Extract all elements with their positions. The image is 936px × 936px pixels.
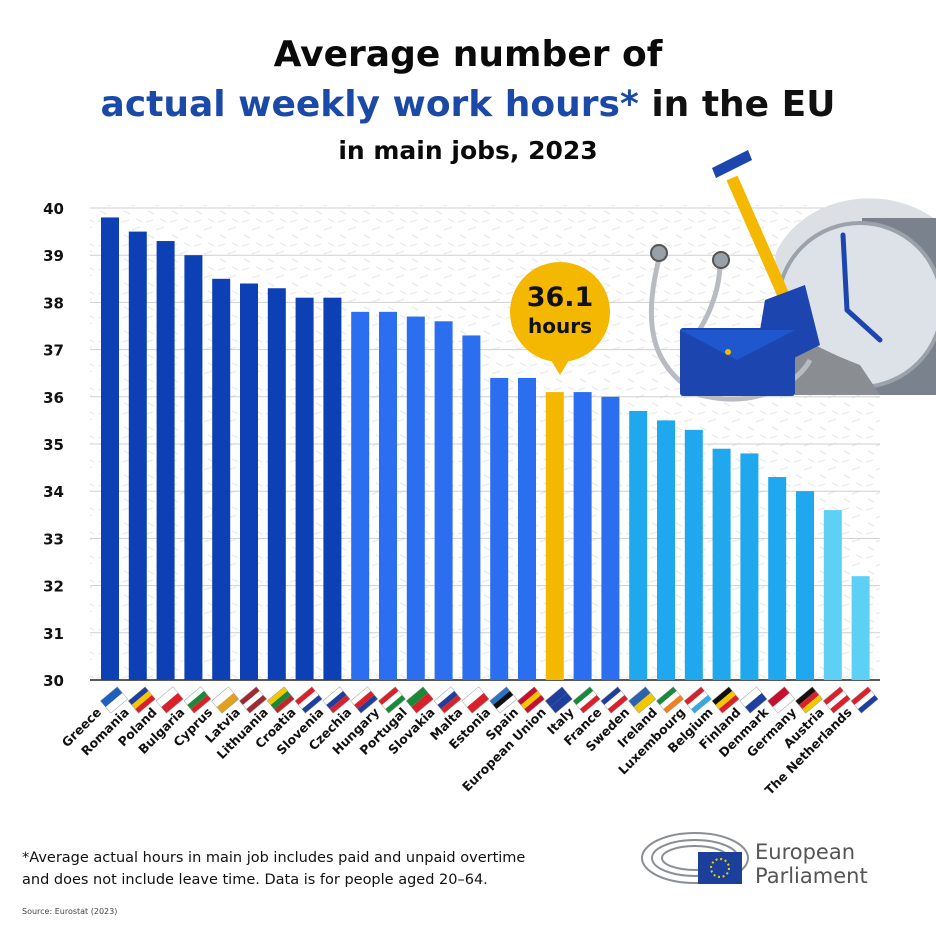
y-tick-label: 40 — [43, 200, 64, 218]
flag-icon — [378, 686, 406, 714]
bar-belgium — [712, 448, 731, 680]
flag-icon — [294, 686, 323, 714]
european-parliament-logo — [641, 832, 749, 884]
flag-icon — [767, 686, 796, 714]
y-tick-label: 34 — [43, 483, 64, 501]
work-illustration — [648, 150, 936, 402]
flag-icon — [628, 686, 657, 714]
bar-estonia — [490, 377, 509, 680]
callout-pointer — [546, 352, 574, 375]
flag-icon — [211, 686, 240, 714]
bar-the-netherlands — [851, 576, 870, 680]
footnote-line1: *Average actual hours in main job includ… — [22, 850, 526, 866]
bar-romania — [128, 231, 147, 680]
eu-flag-icon — [698, 852, 742, 884]
bar-latvia — [240, 283, 258, 680]
logo-text: European Parliament — [755, 840, 868, 888]
logo-text-line2: Parliament — [755, 864, 868, 888]
callout-unit: hours — [528, 314, 592, 338]
bar-austria — [823, 510, 842, 680]
flag-icon — [405, 686, 434, 714]
bar-poland — [156, 241, 175, 681]
eu-callout-bubble: 36.1 hours — [510, 262, 610, 375]
chart-title-line1: Average number of — [273, 34, 663, 75]
chart-title-rest: in the EU — [638, 84, 836, 125]
bar-italy — [573, 392, 592, 680]
y-tick-label: 35 — [43, 436, 64, 454]
bar-european-union — [545, 392, 564, 680]
flag-icon — [683, 686, 712, 714]
x-axis-labels: GreeceRomaniaPolandBulgariaCyprusLatviaL… — [59, 704, 855, 798]
flag-icon — [489, 686, 518, 714]
bar-croatia — [295, 297, 314, 680]
flag-icon — [183, 686, 212, 714]
flag-icon — [544, 686, 573, 714]
footnote-line2: and does not include leave time. Data is… — [22, 872, 488, 888]
flag-icon — [461, 686, 490, 714]
flag-icon — [739, 686, 768, 714]
y-axis-ticks: 30 31 32 33 34 35 36 37 38 39 40 — [43, 200, 64, 690]
chart-subtitle: in main jobs, 2023 — [338, 136, 598, 165]
bar-germany — [796, 491, 814, 680]
logo-text-line1: European — [755, 840, 856, 864]
y-tick-label: 37 — [43, 342, 64, 360]
bar-slovenia — [323, 297, 342, 680]
callout-value: 36.1 — [527, 282, 594, 313]
flag-icon — [517, 686, 545, 714]
callout-circle — [510, 262, 610, 362]
bar-hungary — [379, 311, 397, 680]
flag-icon — [822, 686, 851, 714]
bar-cyprus — [212, 278, 231, 680]
flag-icon — [711, 686, 740, 714]
chart-title-line2: actual weekly work hours* in the EU — [0, 84, 936, 125]
chart-title-highlight: actual weekly work hours* — [100, 84, 639, 125]
y-tick-label: 31 — [43, 625, 64, 643]
flag-icon — [266, 686, 295, 714]
flag-icon — [155, 686, 184, 714]
flag-icon — [600, 686, 629, 714]
y-tick-label: 32 — [43, 578, 64, 596]
flag-icon — [350, 686, 379, 714]
flag-icon — [239, 686, 267, 714]
bar-greece — [101, 217, 119, 680]
flag-icon — [795, 686, 823, 714]
bar-bulgaria — [184, 255, 203, 680]
flag-icon — [127, 686, 156, 714]
bar-czechia — [351, 311, 370, 680]
bar-denmark — [768, 477, 787, 680]
bar-sweden — [629, 410, 648, 680]
flag-icon — [656, 686, 684, 714]
flag-icon — [100, 686, 128, 714]
flag-icon — [572, 686, 601, 714]
footnote: *Average actual hours in main job includ… — [22, 847, 622, 891]
flag-icon — [433, 686, 462, 714]
y-tick-label: 33 — [43, 530, 64, 548]
y-tick-label: 38 — [43, 294, 64, 312]
y-tick-label: 39 — [43, 247, 64, 265]
y-tick-label: 30 — [43, 672, 64, 690]
bar-portugal — [406, 316, 425, 680]
bar-malta — [462, 335, 481, 680]
flag-icon — [850, 686, 879, 714]
bars — [101, 217, 870, 681]
flag-icon — [322, 686, 351, 714]
bar-luxembourg — [684, 429, 703, 680]
y-tick-label: 36 — [43, 389, 64, 407]
bar-ireland — [657, 420, 675, 680]
flags — [100, 686, 879, 714]
bar-slovakia — [434, 321, 453, 680]
bar-france — [601, 396, 620, 680]
bar-spain — [518, 377, 536, 680]
bar-finland — [740, 453, 759, 680]
source-note: Source: Eurostat (2023) — [22, 907, 118, 916]
bar-lithuania — [267, 288, 286, 680]
